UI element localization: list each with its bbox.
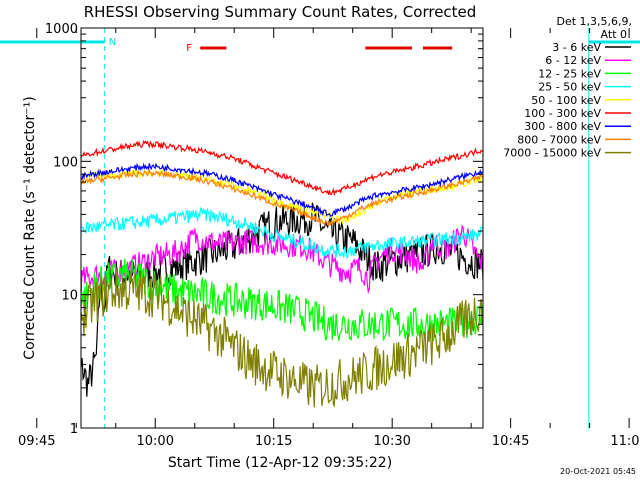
flare-label: F [186,43,192,54]
y-tick-label: 10 [61,289,78,304]
x-tick-label: 09:45 [18,434,55,449]
x-tick-label: 10:45 [492,434,529,449]
x-tick-label: 10:15 [255,434,292,449]
legend-label: 800 - 7000 keV [517,133,601,146]
legend-label: 6 - 12 keV [545,54,601,67]
series-line-100-300-kevkev [81,139,483,197]
legend-header-line-2: Att 0 [601,28,627,41]
legend-label: 12 - 25 keV [538,67,601,80]
chart-title: RHESSI Observing Summary Count Rates, Co… [84,3,477,21]
series-line-800-7000-kevkev [81,168,483,227]
timestamp: 20-Oct-2021 05:45 [560,467,636,476]
x-tick-label: 10:30 [373,434,410,449]
legend-label: 7000 - 15000 keV [503,147,601,160]
x-tick-label: 10:00 [137,434,174,449]
night-label: N [109,37,116,48]
x-tick-label: 11:00 [610,434,640,449]
flag-annotations: NF [0,28,640,428]
legend-label: 50 - 100 keV [531,94,601,107]
series-line-25-50-kevkev [81,206,483,259]
series-line-12-25-kevkev [81,258,483,342]
series-line-300-800-kevkev [81,162,483,217]
series-lines [81,139,483,408]
plot-frame [80,27,484,429]
legend-label: 300 - 800 keV [524,120,601,133]
y-axis: 1 10 100 1000 [45,22,483,437]
legend-label: 100 - 300 keV [524,107,601,120]
legend-header-line-1: Det 1,3,5,6,9, [556,15,632,28]
y-tick-label: 1000 [45,22,78,37]
legend-label: 25 - 50 keV [538,81,601,94]
series-line-3-6-kevkev [81,201,483,397]
x-axis-label: Start Time (12-Apr-12 09:35:22) [168,455,392,471]
y-tick-label: 100 [53,155,78,170]
y-tick-label: 1 [70,422,78,437]
y-axis-label: Corrected Count Rate (s⁻¹ detector⁻¹) [22,96,38,359]
series-line-7000-15000-kevkev [81,268,483,408]
series-line-6-12-kevkev [81,224,483,295]
legend-label: 3 - 6 keV [552,41,601,54]
